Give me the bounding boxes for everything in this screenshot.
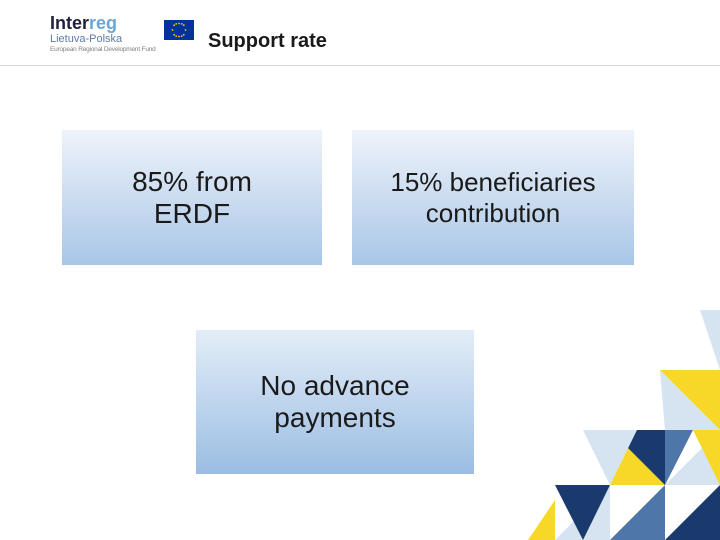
- header-rule: [0, 65, 720, 66]
- logo-part-b: reg: [89, 13, 117, 33]
- box-beneficiaries: 15% beneficiaries contribution: [352, 130, 634, 265]
- logo-caption: European Regional Development Fund: [50, 47, 156, 54]
- box-erdf-text: 85% from ERDF: [132, 166, 252, 230]
- box-beneficiaries-line1: 15% beneficiaries: [390, 167, 595, 197]
- box-no-advance: No advance payments: [196, 330, 474, 474]
- box-erdf-line1: 85% from: [132, 166, 252, 197]
- box-beneficiaries-line2: contribution: [426, 198, 560, 228]
- box-no-advance-text: No advance payments: [260, 370, 409, 434]
- box-erdf-line2: ERDF: [154, 198, 230, 229]
- logo-wordmark: Interreg: [50, 14, 156, 32]
- logo-subtitle: Lietuva-Polska: [50, 34, 156, 45]
- logo-part-a: Inter: [50, 13, 89, 33]
- box-no-advance-line1: No advance: [260, 370, 409, 401]
- eu-flag-icon: [164, 20, 194, 40]
- box-beneficiaries-text: 15% beneficiaries contribution: [390, 167, 595, 229]
- logo-text: Interreg Lietuva-Polska European Regiona…: [50, 14, 156, 54]
- programme-logo: Interreg Lietuva-Polska European Regiona…: [50, 14, 194, 54]
- box-erdf: 85% from ERDF: [62, 130, 322, 265]
- slide-title: Support rate: [208, 30, 327, 53]
- box-no-advance-line2: payments: [274, 402, 395, 433]
